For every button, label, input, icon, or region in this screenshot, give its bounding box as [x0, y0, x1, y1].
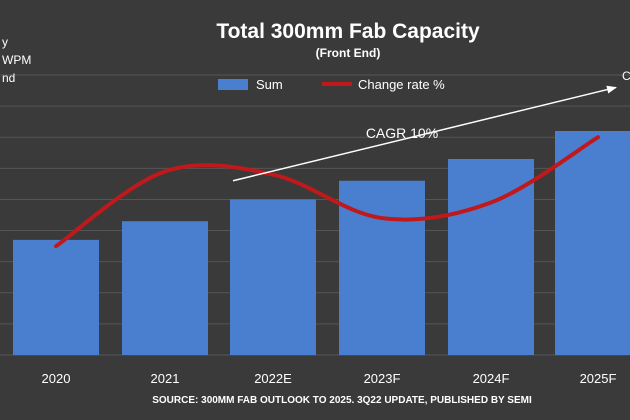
left-axis-label-fragment-2: WPM: [2, 53, 31, 67]
x-tick-2023f: 2023F: [364, 371, 401, 386]
x-tick-2022e: 2022E: [254, 371, 292, 386]
legend: Sum Change rate %: [218, 77, 445, 92]
legend-label-sum: Sum: [256, 77, 283, 92]
chart-title: Total 300mm Fab Capacity: [216, 20, 480, 43]
x-tick-2024f: 2024F: [473, 371, 510, 386]
bar-2025f: [555, 131, 630, 355]
legend-label-change-rate: Change rate %: [358, 77, 445, 92]
bar-2023f: [339, 180, 425, 355]
bar-2024f: [448, 159, 534, 355]
left-axis-label-fragment-3: nd: [2, 71, 15, 85]
source-note: SOURCE: 300MM FAB OUTLOOK TO 2025. 3Q22 …: [152, 395, 532, 406]
bar-2022e: [230, 199, 316, 355]
bar-2020: [13, 239, 99, 355]
x-axis-tick-labels: 2020 2021 2022E 2023F 2024F 2025F: [42, 371, 617, 386]
chart-subtitle: (Front End): [316, 46, 381, 60]
legend-swatch-sum: [218, 79, 248, 90]
cagr-label: CAGR 10%: [366, 125, 438, 141]
x-tick-2025f: 2025F: [580, 371, 617, 386]
cagr-annotation: CAGR 10%: [232, 85, 617, 182]
bar-2021: [122, 221, 208, 355]
right-axis-label-fragment: C: [622, 69, 630, 83]
left-axis-label-fragment-1: y: [2, 35, 8, 49]
line-series: [54, 135, 600, 249]
change-rate-line: [54, 135, 600, 249]
bar-series: [13, 131, 630, 355]
x-tick-2021: 2021: [151, 371, 180, 386]
x-tick-2020: 2020: [42, 371, 71, 386]
cagr-arrow: [232, 85, 617, 182]
